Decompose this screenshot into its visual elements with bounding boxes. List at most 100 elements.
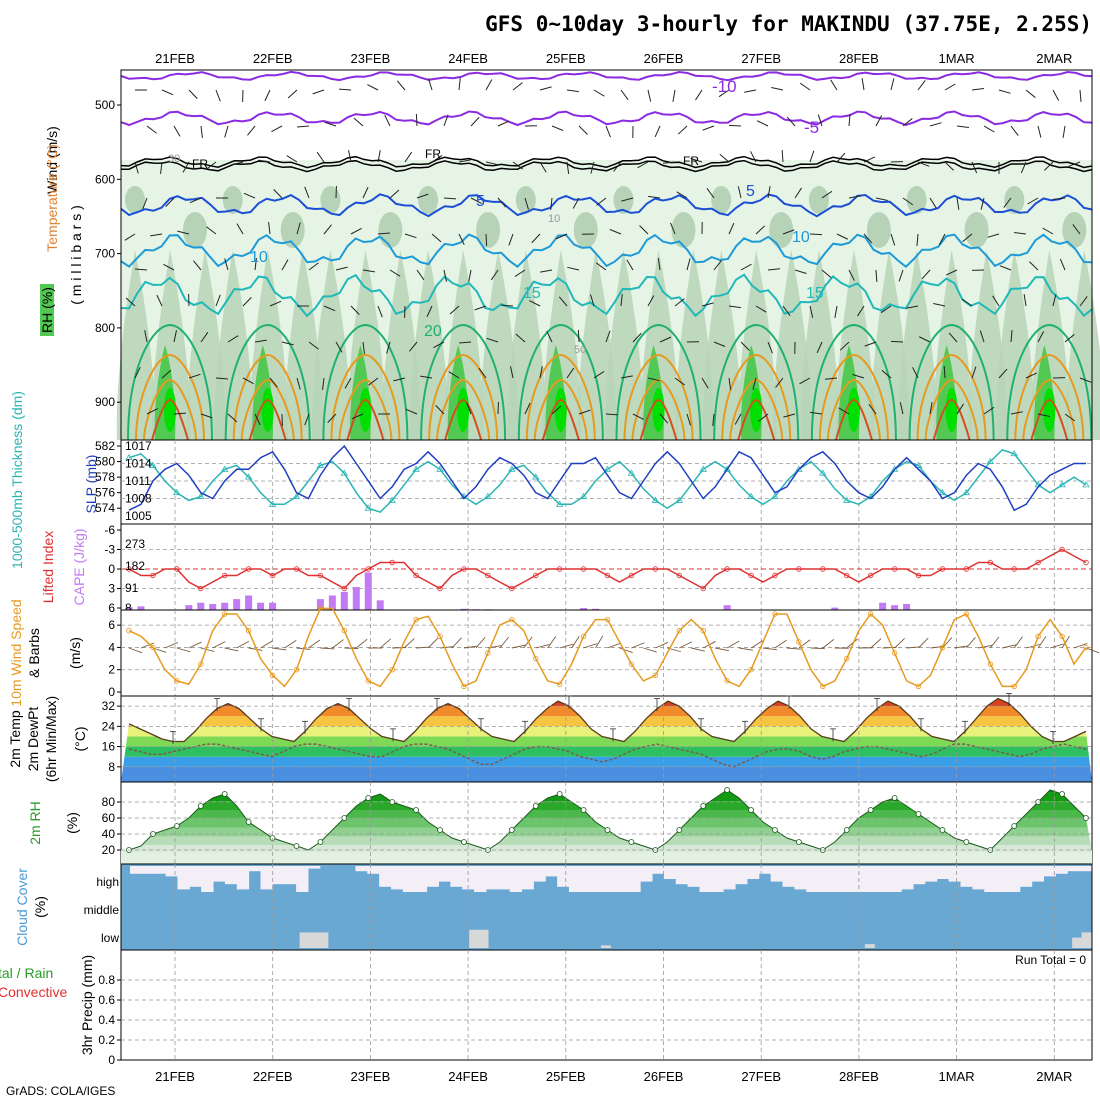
li-panel-frame <box>120 523 1093 611</box>
surface-wind-barb <box>164 642 178 649</box>
tick-label: 6 <box>108 601 115 615</box>
wind-barb <box>916 233 919 246</box>
wind-barb <box>799 82 811 91</box>
high-cloud-bar <box>889 866 902 892</box>
wind-barb <box>362 186 369 199</box>
rh-legend-swatch <box>40 284 54 336</box>
wind-barb <box>1064 413 1076 422</box>
wind-barb <box>188 373 201 379</box>
wind-barb <box>258 159 271 163</box>
rh-point <box>221 791 228 797</box>
rh-band-mid <box>116 250 156 440</box>
thickness-line-point <box>747 492 755 499</box>
rh-blob-bright <box>164 388 176 432</box>
wind-barb <box>182 161 190 173</box>
wind-barb <box>786 116 796 127</box>
wind-barb <box>712 413 715 426</box>
wind-barb <box>595 262 607 271</box>
wind-barb <box>821 190 833 199</box>
wind-barb <box>864 341 877 347</box>
tick-label: 0 <box>108 685 115 699</box>
temp-band <box>121 746 1092 757</box>
warm-isotherm-arch <box>248 398 287 441</box>
bottom-date-25feb: 25FEB <box>546 1069 586 1084</box>
wind-barb <box>620 375 633 379</box>
high-cloud-bar <box>818 866 831 892</box>
wind-barb <box>1079 296 1088 307</box>
surface-wind-barb <box>882 646 897 649</box>
wind-barb <box>146 125 157 134</box>
wind-barb <box>161 89 174 96</box>
wind-barb <box>468 269 472 282</box>
warm-isotherm-arch <box>346 398 385 441</box>
high-cloud-bar <box>877 866 890 892</box>
surface-wind-barb <box>236 640 250 649</box>
wind-barb <box>836 152 846 163</box>
wind-barb <box>1014 232 1027 235</box>
wind-barb <box>236 223 244 235</box>
wind-barb <box>670 222 676 235</box>
surface-wind-barb <box>451 637 462 649</box>
surface-wind-barb <box>966 636 976 649</box>
thickness-line-point <box>555 500 564 507</box>
rh-point <box>413 807 420 813</box>
surface-wind-barb <box>224 647 239 652</box>
wind-barb <box>350 227 362 235</box>
wind-barb <box>917 161 930 167</box>
thickness-line-point <box>197 492 205 499</box>
lifted-index-line-point <box>1059 546 1065 553</box>
thickness-line-point <box>532 473 540 480</box>
top-date-25feb: 25FEB <box>546 51 586 66</box>
high-cloud-bar <box>130 866 143 874</box>
tick-label: 800 <box>95 321 115 335</box>
lifted-index-line-point <box>293 566 300 572</box>
bottom-date-26feb: 26FEB <box>644 1069 684 1084</box>
wind-barb <box>524 197 529 210</box>
wind-barb <box>508 233 514 246</box>
rh-band-mid <box>996 250 1035 440</box>
wind-barb <box>929 197 937 209</box>
wind-barb <box>1052 294 1057 307</box>
wind-barb <box>227 413 238 423</box>
tick-label: 6 <box>108 618 115 632</box>
wind-barb <box>962 233 973 242</box>
surface-wind-barb <box>870 638 882 649</box>
wind-barb <box>1010 125 1019 136</box>
isotherm-m10 <box>120 70 1093 82</box>
surface-wind-barb <box>1037 636 1047 649</box>
rh-blob-bright <box>750 388 763 432</box>
cape-label: CAPE (J/kg) <box>71 528 87 605</box>
tick-label: 0 <box>108 1053 115 1067</box>
cape-bar <box>233 599 241 610</box>
thickness-line-point <box>1082 481 1090 488</box>
cape-bar <box>269 602 277 610</box>
top-date-21feb: 21FEB <box>155 51 195 66</box>
wind-speed-line-point <box>580 633 587 639</box>
cape-bar <box>723 605 731 610</box>
rh-band-mid <box>312 250 351 440</box>
wind-barb <box>663 161 676 164</box>
high-cloud-bar <box>723 866 736 890</box>
high-cloud-bar <box>735 866 748 885</box>
wind-barb <box>821 269 832 279</box>
wind-barb <box>1079 377 1092 383</box>
wind-barb <box>524 402 531 415</box>
surface-wind-barb <box>918 637 929 649</box>
wind-speed-line-point <box>245 628 252 634</box>
wind-barb <box>782 305 791 317</box>
surface-wind-barb <box>535 644 550 649</box>
wind-barb <box>809 150 815 163</box>
rh-point <box>556 791 563 797</box>
wind-barb <box>269 377 278 388</box>
tick-label: 0.8 <box>98 973 115 987</box>
wind-barb <box>1025 372 1038 379</box>
wind-barb <box>420 375 433 379</box>
lifted-index-line-point <box>628 572 635 579</box>
warm-isotherm-arch <box>908 323 995 441</box>
high-cloud-bar <box>402 866 416 892</box>
wind-barb <box>771 87 784 91</box>
label-20: 20 <box>424 323 442 340</box>
surface-wind-barb <box>607 642 621 649</box>
surface-wind-barb <box>320 647 335 650</box>
wind-barb <box>281 259 289 271</box>
